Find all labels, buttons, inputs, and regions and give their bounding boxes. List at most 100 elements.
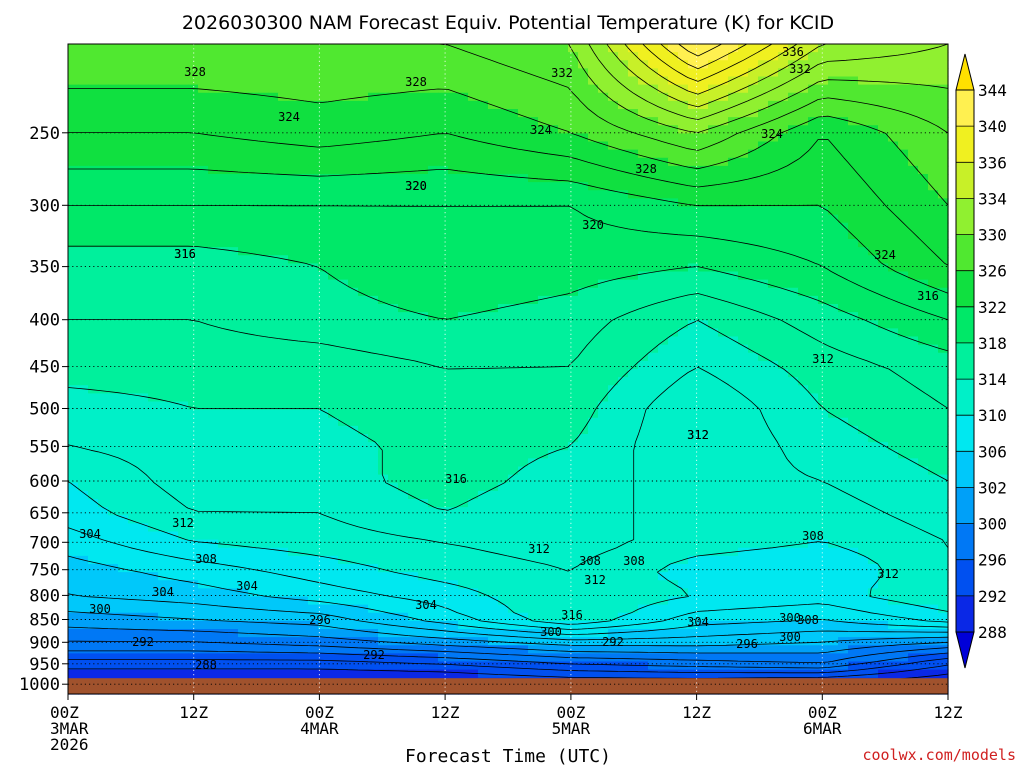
- field-cell: [108, 458, 119, 468]
- field-cell: [438, 271, 449, 281]
- field-cell: [278, 206, 289, 216]
- field-cell: [938, 76, 949, 86]
- field-cell: [738, 117, 749, 126]
- field-cell: [828, 182, 839, 191]
- field-cell: [678, 295, 689, 305]
- field-cell: [528, 352, 539, 362]
- field-cell: [748, 295, 759, 305]
- field-cell: [658, 279, 669, 289]
- field-cell: [238, 247, 249, 256]
- field-cell: [178, 174, 189, 183]
- field-cell: [488, 133, 499, 143]
- field-cell: [128, 239, 139, 248]
- field-cell: [538, 425, 549, 435]
- field-cell: [218, 304, 229, 313]
- field-cell: [238, 68, 249, 78]
- field-cell: [908, 100, 919, 110]
- field-cell: [168, 157, 179, 167]
- field-cell: [828, 206, 839, 216]
- field-cell: [878, 336, 889, 346]
- field-cell: [918, 271, 929, 281]
- field-cell: [758, 320, 769, 329]
- field-cell: [748, 417, 759, 427]
- field-cell: [868, 401, 879, 411]
- field-cell: [858, 117, 869, 126]
- field-cell: [358, 133, 369, 143]
- field-cell: [258, 133, 269, 143]
- field-cell: [408, 271, 419, 281]
- field-cell: [158, 336, 169, 346]
- field-cell: [848, 490, 859, 500]
- field-cell: [318, 247, 329, 256]
- field-cell: [338, 157, 349, 167]
- field-cell: [288, 385, 299, 394]
- field-cell: [528, 44, 539, 53]
- field-cell: [688, 458, 699, 468]
- field-cell: [128, 312, 139, 321]
- field-cell: [198, 222, 209, 232]
- field-cell: [678, 60, 689, 69]
- field-cell: [438, 385, 449, 394]
- field-cell: [708, 133, 719, 143]
- field-cell: [658, 458, 669, 468]
- field-cell: [698, 425, 709, 435]
- field-cell: [358, 206, 369, 216]
- field-cell: [768, 385, 779, 394]
- field-cell: [728, 466, 739, 476]
- field-cell: [758, 230, 769, 240]
- field-cell: [558, 320, 569, 329]
- field-cell: [358, 352, 369, 362]
- field-cell: [548, 336, 559, 346]
- field-cell: [308, 84, 319, 94]
- field-cell: [348, 68, 359, 78]
- field-cell: [458, 352, 469, 362]
- field-cell: [248, 239, 259, 248]
- field-cell: [808, 76, 819, 86]
- field-cell: [378, 336, 389, 346]
- field-cell: [98, 442, 109, 451]
- field-cell: [728, 417, 739, 427]
- field-cell: [368, 474, 379, 484]
- field-cell: [388, 206, 399, 216]
- field-cell: [608, 141, 619, 151]
- field-cell: [328, 385, 339, 394]
- field-cell: [348, 385, 359, 394]
- field-cell: [548, 279, 559, 289]
- field-cell: [588, 109, 599, 118]
- field-cell: [228, 385, 239, 394]
- field-cell: [938, 109, 949, 118]
- field-cell: [448, 133, 459, 143]
- field-cell: [378, 279, 389, 289]
- field-cell: [758, 304, 769, 313]
- field-cell: [908, 247, 919, 256]
- field-cell: [458, 409, 469, 419]
- field-cell: [488, 60, 499, 69]
- field-cell: [558, 499, 569, 508]
- field-cell: [488, 149, 499, 159]
- field-cell: [838, 442, 849, 451]
- field-cell: [438, 247, 449, 256]
- field-cell: [828, 100, 839, 110]
- field-cell: [308, 295, 319, 305]
- field-cell: [428, 458, 439, 468]
- field-cell: [448, 417, 459, 427]
- field-cell: [558, 490, 569, 500]
- field-cell: [938, 360, 949, 370]
- field-cell: [878, 295, 889, 305]
- field-cell: [428, 206, 439, 216]
- field-cell: [378, 409, 389, 419]
- field-cell: [668, 222, 679, 232]
- field-cell: [478, 68, 489, 78]
- field-cell: [518, 409, 529, 419]
- field-cell: [98, 417, 109, 427]
- field-cell: [768, 100, 779, 110]
- field-cell: [588, 92, 599, 102]
- field-cell: [708, 360, 719, 370]
- field-cell: [128, 466, 139, 476]
- field-cell: [148, 482, 159, 492]
- field-cell: [498, 352, 509, 362]
- field-cell: [458, 401, 469, 411]
- field-cell: [198, 499, 209, 508]
- field-cell: [108, 222, 119, 232]
- field-cell: [448, 466, 459, 476]
